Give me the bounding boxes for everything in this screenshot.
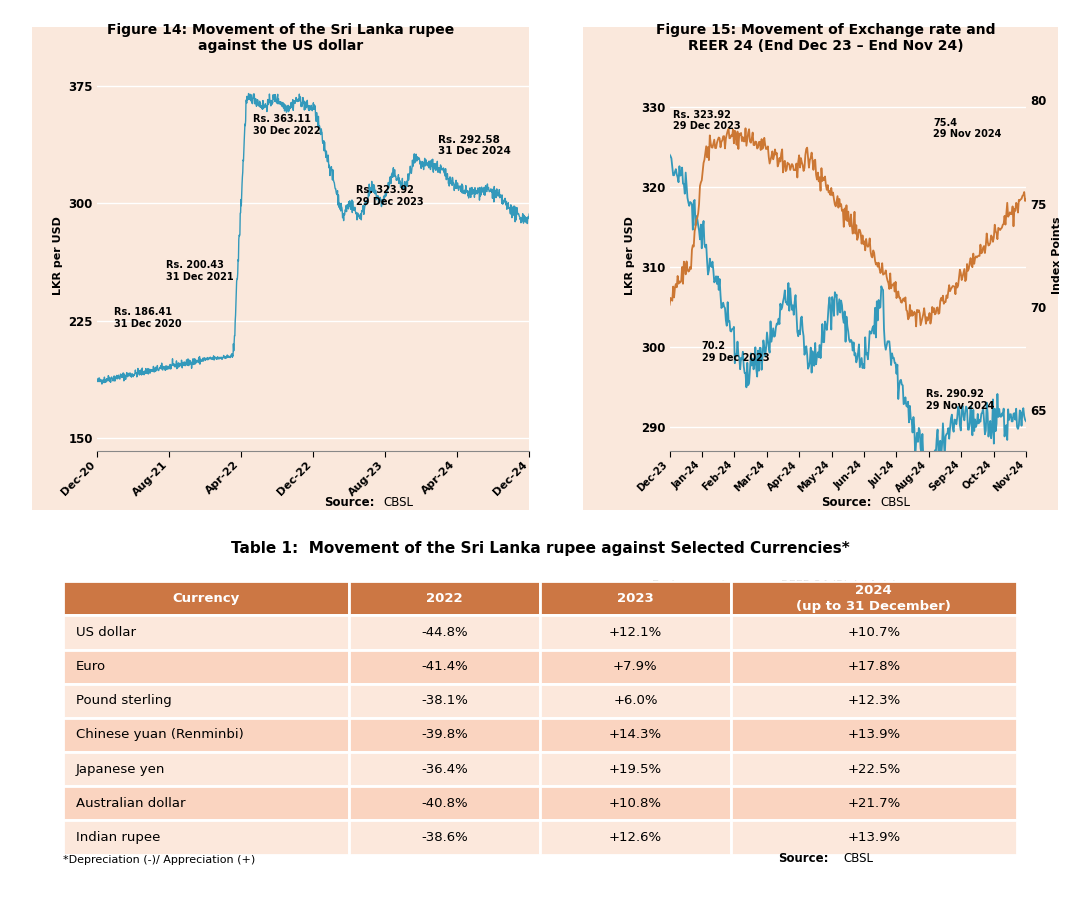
- FancyBboxPatch shape: [349, 683, 540, 718]
- Text: CBSL: CBSL: [880, 496, 910, 509]
- Text: Source:: Source:: [324, 496, 375, 509]
- Text: Figure 14: Movement of the Sri Lanka rupee
against the US dollar: Figure 14: Movement of the Sri Lanka rup…: [107, 23, 455, 53]
- FancyBboxPatch shape: [349, 752, 540, 786]
- FancyBboxPatch shape: [63, 718, 349, 752]
- FancyBboxPatch shape: [540, 616, 731, 650]
- FancyBboxPatch shape: [349, 650, 540, 683]
- Text: Rs. 363.11
30 Dec 2022: Rs. 363.11 30 Dec 2022: [253, 115, 321, 136]
- Text: +17.8%: +17.8%: [848, 660, 901, 673]
- FancyBboxPatch shape: [63, 752, 349, 786]
- Text: +21.7%: +21.7%: [847, 797, 901, 810]
- Y-axis label: Index Points: Index Points: [1052, 216, 1063, 294]
- Text: *Depreciation (-)/ Appreciation (+): *Depreciation (-)/ Appreciation (+): [63, 855, 255, 865]
- FancyBboxPatch shape: [63, 683, 349, 718]
- FancyBboxPatch shape: [540, 718, 731, 752]
- FancyBboxPatch shape: [349, 581, 540, 616]
- Text: Source:: Source:: [779, 853, 829, 865]
- Text: Indian rupee: Indian rupee: [76, 831, 160, 844]
- FancyBboxPatch shape: [63, 650, 349, 683]
- FancyBboxPatch shape: [63, 616, 349, 650]
- Text: +19.5%: +19.5%: [609, 763, 662, 775]
- Text: -40.8%: -40.8%: [421, 797, 468, 810]
- FancyBboxPatch shape: [540, 581, 731, 616]
- FancyBboxPatch shape: [349, 786, 540, 820]
- Text: Japanese yen: Japanese yen: [76, 763, 165, 775]
- Text: CBSL: CBSL: [383, 496, 414, 509]
- Y-axis label: LKR per USD: LKR per USD: [53, 216, 63, 294]
- FancyBboxPatch shape: [540, 650, 731, 683]
- Text: Currency: Currency: [173, 592, 240, 605]
- FancyBboxPatch shape: [349, 820, 540, 855]
- Text: +12.6%: +12.6%: [609, 831, 662, 844]
- Legend: Exchange rate, REER 24 (Right Axis): Exchange rate, REER 24 (Right Axis): [611, 576, 901, 594]
- FancyBboxPatch shape: [349, 718, 540, 752]
- FancyBboxPatch shape: [731, 616, 1017, 650]
- Text: 2022: 2022: [427, 592, 463, 605]
- Text: +6.0%: +6.0%: [613, 694, 658, 707]
- Text: -38.1%: -38.1%: [421, 694, 468, 707]
- FancyBboxPatch shape: [731, 683, 1017, 718]
- Text: +13.9%: +13.9%: [848, 729, 901, 742]
- Text: Rs. 290.92
29 Nov 2024: Rs. 290.92 29 Nov 2024: [927, 389, 995, 411]
- Text: 70.2
29 Dec 2023: 70.2 29 Dec 2023: [702, 342, 769, 363]
- FancyBboxPatch shape: [540, 786, 731, 820]
- Text: CBSL: CBSL: [843, 853, 874, 865]
- Text: 2024
(up to 31 December): 2024 (up to 31 December): [796, 584, 951, 613]
- FancyBboxPatch shape: [349, 616, 540, 650]
- Text: +12.3%: +12.3%: [847, 694, 901, 707]
- Text: Pound sterling: Pound sterling: [76, 694, 172, 707]
- Text: +12.1%: +12.1%: [609, 626, 662, 639]
- FancyBboxPatch shape: [63, 820, 349, 855]
- FancyBboxPatch shape: [540, 752, 731, 786]
- Text: Rs. 323.92
29 Dec 2023: Rs. 323.92 29 Dec 2023: [673, 109, 741, 131]
- Text: -41.4%: -41.4%: [421, 660, 468, 673]
- Text: +7.9%: +7.9%: [613, 660, 658, 673]
- Text: Source:: Source:: [821, 496, 872, 509]
- FancyBboxPatch shape: [63, 581, 349, 616]
- Text: -38.6%: -38.6%: [421, 831, 468, 844]
- Text: US dollar: US dollar: [76, 626, 135, 639]
- Text: Rs. 186.41
31 Dec 2020: Rs. 186.41 31 Dec 2020: [114, 307, 183, 329]
- Text: Euro: Euro: [76, 660, 106, 673]
- FancyBboxPatch shape: [540, 820, 731, 855]
- FancyBboxPatch shape: [731, 820, 1017, 855]
- Text: Rs. 292.58
31 Dec 2024: Rs. 292.58 31 Dec 2024: [438, 135, 511, 157]
- FancyBboxPatch shape: [731, 581, 1017, 616]
- Text: 2023: 2023: [617, 592, 653, 605]
- FancyBboxPatch shape: [731, 650, 1017, 683]
- Text: Rs. 323.92
29 Dec 2023: Rs. 323.92 29 Dec 2023: [356, 185, 424, 207]
- Text: +10.8%: +10.8%: [609, 797, 662, 810]
- Text: +14.3%: +14.3%: [609, 729, 662, 742]
- FancyBboxPatch shape: [540, 683, 731, 718]
- Y-axis label: LKR per USD: LKR per USD: [625, 216, 635, 294]
- Text: -36.4%: -36.4%: [421, 763, 468, 775]
- Text: +22.5%: +22.5%: [847, 763, 901, 775]
- Text: 75.4
29 Nov 2024: 75.4 29 Nov 2024: [933, 118, 1002, 139]
- Text: Rs. 200.43
31 Dec 2021: Rs. 200.43 31 Dec 2021: [166, 261, 234, 281]
- FancyBboxPatch shape: [731, 752, 1017, 786]
- Text: +10.7%: +10.7%: [848, 626, 901, 639]
- Text: -44.8%: -44.8%: [421, 626, 468, 639]
- Text: -39.8%: -39.8%: [421, 729, 468, 742]
- FancyBboxPatch shape: [731, 718, 1017, 752]
- Text: Table 1:  Movement of the Sri Lanka rupee against Selected Currencies*: Table 1: Movement of the Sri Lanka rupee…: [231, 541, 849, 556]
- FancyBboxPatch shape: [63, 786, 349, 820]
- Text: +13.9%: +13.9%: [848, 831, 901, 844]
- Text: Australian dollar: Australian dollar: [76, 797, 185, 810]
- FancyBboxPatch shape: [731, 786, 1017, 820]
- Text: Figure 15: Movement of Exchange rate and
REER 24 (End Dec 23 – End Nov 24): Figure 15: Movement of Exchange rate and…: [657, 23, 996, 53]
- Text: Chinese yuan (Renminbi): Chinese yuan (Renminbi): [76, 729, 243, 742]
